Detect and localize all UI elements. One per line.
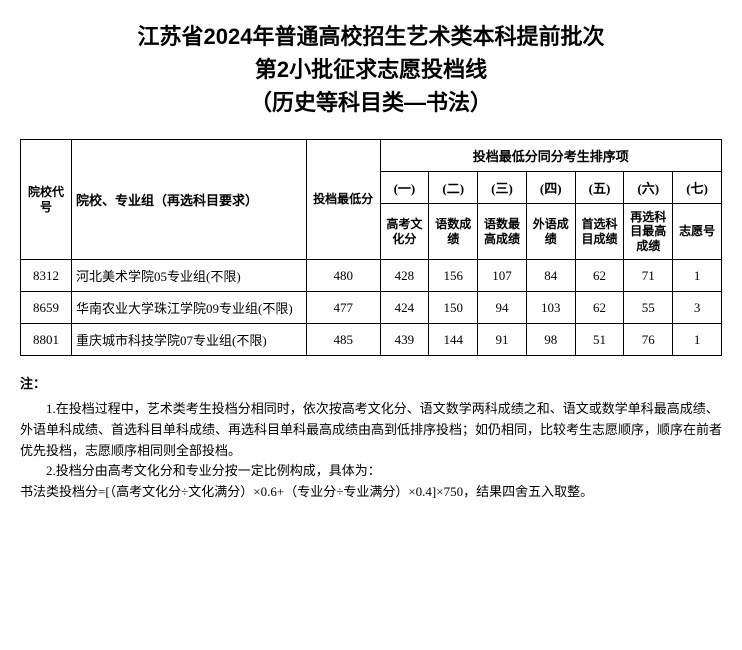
- header-name-5: 首选科目成绩: [575, 204, 624, 260]
- header-name-7: 志愿号: [673, 204, 722, 260]
- cell-school: 河北美术学院05专业组(不限): [72, 260, 307, 292]
- cell-val: 94: [478, 292, 527, 324]
- cell-val: 91: [478, 324, 527, 356]
- header-num-3: (三): [478, 172, 527, 204]
- cell-val: 439: [380, 324, 429, 356]
- cell-code: 8312: [21, 260, 72, 292]
- table-row: 8659华南农业大学珠江学院09专业组(不限)47742415094103625…: [21, 292, 722, 324]
- header-sort-group: 投档最低分同分考生排序项: [380, 140, 721, 172]
- header-name-6: 再选科目最高成绩: [624, 204, 673, 260]
- cell-val: 76: [624, 324, 673, 356]
- header-name-1: 高考文化分: [380, 204, 429, 260]
- cell-val: 144: [429, 324, 478, 356]
- table-row: 8801重庆城市科技学院07专业组(不限)485439144919851761: [21, 324, 722, 356]
- title-line2: 第2小批征求志愿投档线: [20, 53, 722, 86]
- cell-val: 98: [526, 324, 575, 356]
- header-name-3: 语数最高成绩: [478, 204, 527, 260]
- header-num-5: (五): [575, 172, 624, 204]
- cell-val: 1: [673, 324, 722, 356]
- note-1: 1.在投档过程中，艺术类考生投档分相同时，依次按高考文化分、语文数学两科成绩之和…: [20, 399, 722, 461]
- cell-code: 8659: [21, 292, 72, 324]
- header-name-4: 外语成绩: [526, 204, 575, 260]
- cell-val: 3: [673, 292, 722, 324]
- cell-min: 480: [306, 260, 380, 292]
- note-3: 书法类投档分=[（高考文化分÷文化满分）×0.6+（专业分÷专业满分）×0.4]…: [20, 482, 722, 503]
- cell-min: 485: [306, 324, 380, 356]
- header-min: 投档最低分: [306, 140, 380, 260]
- cell-min: 477: [306, 292, 380, 324]
- header-num-6: (六): [624, 172, 673, 204]
- note-2: 2.投档分由高考文化分和专业分按一定比例构成，具体为：: [20, 461, 722, 482]
- title-line3: （历史等科目类—书法）: [20, 86, 722, 119]
- table-body: 8312河北美术学院05专业组(不限)480428156107846271186…: [21, 260, 722, 356]
- cell-val: 71: [624, 260, 673, 292]
- cell-school: 华南农业大学珠江学院09专业组(不限): [72, 292, 307, 324]
- header-code: 院校代号: [21, 140, 72, 260]
- table-row: 8312河北美术学院05专业组(不限)4804281561078462711: [21, 260, 722, 292]
- cell-code: 8801: [21, 324, 72, 356]
- cell-val: 107: [478, 260, 527, 292]
- cell-val: 55: [624, 292, 673, 324]
- cell-val: 150: [429, 292, 478, 324]
- cell-val: 51: [575, 324, 624, 356]
- cell-val: 424: [380, 292, 429, 324]
- header-num-1: (一): [380, 172, 429, 204]
- title-line1: 江苏省2024年普通高校招生艺术类本科提前批次: [20, 20, 722, 53]
- score-table: 院校代号 院校、专业组（再选科目要求） 投档最低分 投档最低分同分考生排序项 (…: [20, 139, 722, 356]
- notes-title: 注：: [20, 374, 722, 395]
- cell-val: 62: [575, 292, 624, 324]
- cell-val: 103: [526, 292, 575, 324]
- header-num-7: (七): [673, 172, 722, 204]
- cell-school: 重庆城市科技学院07专业组(不限): [72, 324, 307, 356]
- notes-section: 注： 1.在投档过程中，艺术类考生投档分相同时，依次按高考文化分、语文数学两科成…: [20, 374, 722, 503]
- cell-val: 1: [673, 260, 722, 292]
- header-num-4: (四): [526, 172, 575, 204]
- cell-val: 156: [429, 260, 478, 292]
- header-name-2: 语数成绩: [429, 204, 478, 260]
- page-title: 江苏省2024年普通高校招生艺术类本科提前批次 第2小批征求志愿投档线 （历史等…: [20, 20, 722, 119]
- header-school: 院校、专业组（再选科目要求）: [72, 140, 307, 260]
- header-num-2: (二): [429, 172, 478, 204]
- cell-val: 62: [575, 260, 624, 292]
- cell-val: 84: [526, 260, 575, 292]
- cell-val: 428: [380, 260, 429, 292]
